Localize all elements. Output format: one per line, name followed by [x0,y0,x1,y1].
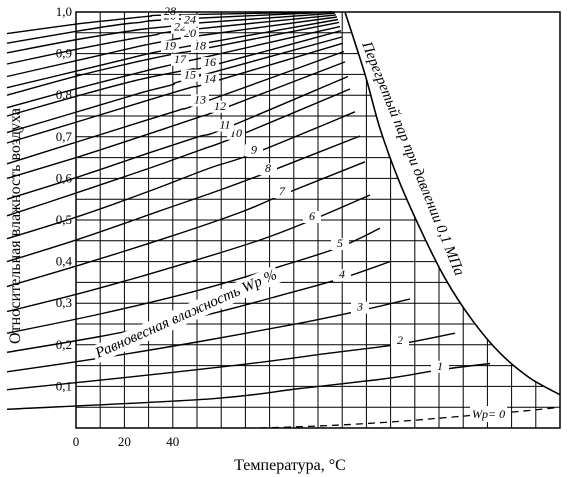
curve-label-4: 4 [339,267,345,281]
curve-label-12: 12 [214,99,226,113]
moisture-curve-15 [6,36,343,134]
moisture-curve-7 [6,161,366,288]
equilibrium-moisture-label: Равновесная влажность Wр % [92,267,279,362]
y-tick-label: 0,4 [56,254,73,269]
curve-label-bg [171,53,189,66]
x-axis-title: Температура, °С [234,457,346,474]
y-tick-label: 0,8 [56,87,72,102]
curve-label-bg [201,57,219,70]
curve-label-bg [351,301,369,314]
x-tick-label: 40 [166,434,179,449]
y-tick-label: 1,0 [56,4,72,19]
curve-labels: 123456789101112131415161718192022242628 [161,4,449,373]
curve-label-bg [273,186,291,199]
curve-label-18: 18 [194,38,206,52]
moisture-curve-22 [6,14,337,65]
moisture-curve-18 [6,21,340,96]
curve-label-9: 9 [251,142,257,156]
y-tick-label: 0,9 [56,46,72,61]
curve-label-17: 17 [174,52,187,66]
zero-moisture-label: Wр= 0 [472,407,505,421]
curve-label-1: 1 [437,359,443,373]
moisture-curve-12 [6,61,346,180]
y-tick-label: 0,3 [56,295,72,310]
curve-label-bg [211,100,229,113]
y-tick-label: 0,6 [56,170,73,185]
curve-label-bg [181,69,199,82]
label-background [89,265,282,364]
moisture-curve-14 [6,42,344,144]
curve-label-16: 16 [204,55,216,69]
y-tick-label: 0,2 [56,337,72,352]
y-tick-label: 0,7 [56,129,73,144]
curve-label-6: 6 [309,209,315,223]
moisture-curve-28 [6,11,334,35]
curve-label-bg [333,269,351,282]
moisture-curve-13 [6,50,345,165]
moisture-curve-24 [6,12,336,54]
curve-label-14: 14 [204,72,216,86]
moisture-curve-8 [6,135,361,263]
y-axis-title: Относительная влажность воздуха [7,108,24,344]
curve-label-bg [191,40,209,53]
zero-moisture-curve [259,406,561,429]
curve-label-3: 3 [356,300,363,314]
curve-label-bg [161,40,179,53]
curve-label-bg [391,334,409,347]
label-background [356,36,469,281]
curve-label-28: 28 [164,4,176,18]
curve-label-bg [216,119,234,132]
curve-label-bg [201,73,219,86]
curve-label-bg [259,163,277,176]
tick-labels: 1,0 0,9 0,8 0,7 0,6 0,5 0,4 0,3 0,2 0,1 0 20 40 [56,4,180,449]
curve-label-7: 7 [279,184,286,198]
curve-label-bg [245,144,263,157]
x-tick-label: 0 [73,434,80,449]
label-background [470,406,508,422]
moisture-curve-16 [6,30,342,117]
moisture-curve-11 [6,75,349,200]
curve-label-24: 24 [184,13,196,27]
curve-label-19: 19 [164,38,176,52]
moisture-curve-10 [6,88,351,217]
curve-label-5: 5 [337,236,343,250]
saturation-curve [344,11,561,396]
curve-label-bg [431,360,449,373]
y-tick-label: 0,5 [56,212,72,227]
curve-label-8: 8 [265,161,271,175]
curve-label-bg [303,211,321,223]
moisture-curve-9 [6,111,356,240]
x-tick-label: 20 [118,434,131,449]
moisture-curve-17 [6,25,341,109]
curve-label-15: 15 [184,68,196,82]
curve-label-bg [181,14,199,27]
curve-label-bg [191,94,209,107]
curve-label-11: 11 [219,117,230,131]
curve-label-2: 2 [397,333,403,347]
curve-label-bg [331,238,349,251]
plot-frame [75,11,561,429]
curve-label-13: 13 [194,93,206,107]
y-tick-label: 0,1 [56,378,72,393]
